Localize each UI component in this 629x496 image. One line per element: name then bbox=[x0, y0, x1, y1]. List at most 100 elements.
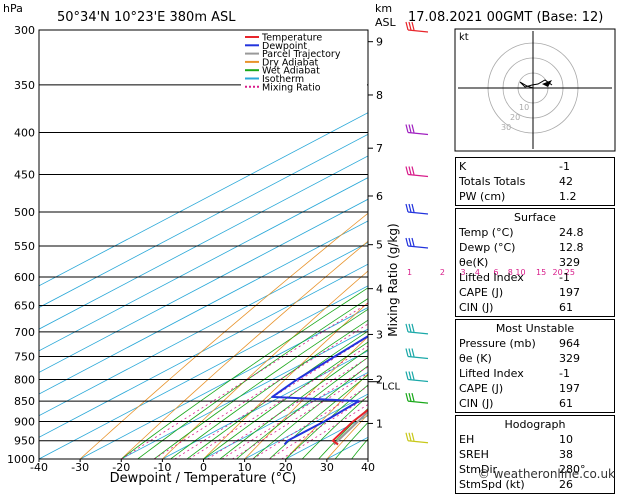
most-unstable-value: 61 bbox=[559, 396, 611, 411]
wind-barb bbox=[408, 133, 428, 135]
most-unstable-label: Pressure (mb) bbox=[459, 336, 536, 351]
surface-label: CAPE (J) bbox=[459, 285, 503, 300]
hodograph-stat-row: EH 10 bbox=[456, 432, 614, 447]
wind-barb-flag bbox=[409, 238, 411, 246]
surface-row: CIN (J)61 bbox=[456, 300, 614, 315]
k-index-value: -1 bbox=[559, 159, 611, 174]
most-unstable-value: 329 bbox=[559, 351, 611, 366]
wind-barb-flag bbox=[406, 204, 408, 212]
x-tick-label: 40 bbox=[361, 461, 375, 474]
surface-value: 12.8 bbox=[559, 240, 611, 255]
km-tick-label: 9 bbox=[376, 36, 383, 49]
surface-value: 24.8 bbox=[559, 225, 611, 240]
wind-barb-flag bbox=[409, 166, 411, 174]
hodograph-stat-value: 10 bbox=[559, 432, 611, 447]
totals-totals-row: Totals Totals 42 bbox=[456, 174, 614, 189]
hodograph-ring-label: 30 bbox=[501, 123, 511, 132]
surface-value: 197 bbox=[559, 285, 611, 300]
surface-row: Dewp (°C) 12.8 bbox=[456, 240, 614, 255]
surface-label: θe(K) bbox=[459, 255, 488, 270]
km-tick-label: 5 bbox=[376, 239, 383, 252]
mixing-ratio-label: 2 bbox=[440, 268, 445, 277]
wind-barb bbox=[408, 30, 428, 32]
location-title: 50°34'N 10°23'E 380m ASL bbox=[57, 10, 236, 25]
pressure-tick-label: 900 bbox=[14, 416, 35, 429]
pw-value: 1.2 bbox=[559, 189, 611, 204]
most-unstable-label: CAPE (J) bbox=[459, 381, 503, 396]
datetime-title: 17.08.2021 00GMT (Base: 12) bbox=[408, 10, 603, 25]
surface-row: CAPE (J) 197 bbox=[456, 285, 614, 300]
wind-barb-flag bbox=[412, 371, 414, 379]
legend-entry: Mixing Ratio bbox=[262, 82, 321, 93]
hodograph-stat-label: SREH bbox=[459, 447, 489, 462]
wind-barb bbox=[408, 379, 428, 381]
k-index-label: K bbox=[459, 159, 466, 174]
wind-barb-flag bbox=[412, 324, 414, 332]
x-tick-label: -30 bbox=[71, 461, 89, 474]
most-unstable-label: CIN (J) bbox=[459, 396, 493, 411]
lcl-label: LCL bbox=[382, 382, 401, 393]
pressure-tick-label: 350 bbox=[14, 79, 35, 92]
surface-value: 61 bbox=[559, 300, 611, 315]
wind-barb-flag bbox=[409, 371, 411, 379]
wind-barb-flag bbox=[409, 125, 411, 133]
mixing-ratio-axis-label: Mixing Ratio (g/kg) bbox=[386, 223, 400, 336]
pressure-tick-label: 600 bbox=[14, 271, 35, 284]
hodograph-stat-value: 38 bbox=[559, 447, 611, 462]
wind-barb-flag bbox=[409, 324, 411, 332]
surface-label: Lifted Index bbox=[459, 270, 524, 285]
hpa-unit-label: hPa bbox=[3, 2, 23, 15]
pressure-tick-label: 750 bbox=[14, 351, 35, 364]
most-unstable-row: CAPE (J)197 bbox=[456, 381, 614, 396]
surface-label: Dewp (°C) bbox=[459, 240, 515, 255]
pressure-tick-label: 550 bbox=[14, 240, 35, 253]
km-tick-label: 7 bbox=[376, 142, 383, 155]
wind-barb-flag bbox=[406, 348, 408, 356]
wind-barb-flag bbox=[412, 433, 414, 441]
km-tick-label: 6 bbox=[376, 190, 383, 203]
hodograph-stats-title: Hodograph bbox=[456, 417, 614, 432]
km-tick-label: 4 bbox=[376, 283, 383, 296]
plot-frame bbox=[39, 30, 368, 459]
x-axis-label: Dewpoint / Temperature (°C) bbox=[110, 471, 297, 486]
wind-barb-flag bbox=[406, 125, 408, 133]
pressure-tick-label: 300 bbox=[14, 24, 35, 37]
most-unstable-row: Lifted Index -1 bbox=[456, 366, 614, 381]
most-unstable-row: θe (K) 329 bbox=[456, 351, 614, 366]
most-unstable-label: θe (K) bbox=[459, 351, 492, 366]
surface-value: 329 bbox=[559, 255, 611, 270]
totals-totals-label: Totals Totals bbox=[459, 174, 525, 189]
surface-value: -1 bbox=[559, 270, 611, 285]
mixing-ratio-label: 1 bbox=[407, 268, 412, 277]
wind-barb bbox=[408, 401, 428, 403]
hodograph-ring-label: 10 bbox=[519, 103, 529, 112]
pressure-tick-label: 500 bbox=[14, 206, 35, 219]
wind-barb bbox=[408, 441, 428, 443]
surface-row: Lifted Index -1 bbox=[456, 270, 614, 285]
most-unstable-title: Most Unstable bbox=[456, 321, 614, 336]
totals-totals-value: 42 bbox=[559, 174, 611, 189]
hodograph-stat-label: EH bbox=[459, 432, 474, 447]
wind-barb-flag bbox=[406, 166, 408, 174]
hodograph-ring-label: 20 bbox=[510, 113, 520, 122]
x-tick-label: -40 bbox=[30, 461, 48, 474]
km-unit-label: km bbox=[375, 2, 392, 15]
wind-barb-flag bbox=[412, 204, 414, 212]
pw-row: PW (cm)1.2 bbox=[456, 189, 614, 204]
wind-barb bbox=[408, 174, 428, 176]
pressure-tick-label: 800 bbox=[14, 374, 35, 387]
pressure-tick-label: 400 bbox=[14, 127, 35, 140]
credit-text: © weatheronline.co.uk bbox=[478, 467, 615, 481]
asl-unit-label: ASL bbox=[375, 16, 397, 29]
wind-barb-flag bbox=[409, 204, 411, 212]
wind-barb-flag bbox=[406, 433, 408, 441]
wind-barb-flag bbox=[409, 393, 411, 401]
most-unstable-value: -1 bbox=[559, 366, 611, 381]
most-unstable-label: Lifted Index bbox=[459, 366, 524, 381]
wind-barb-flag bbox=[412, 348, 414, 356]
